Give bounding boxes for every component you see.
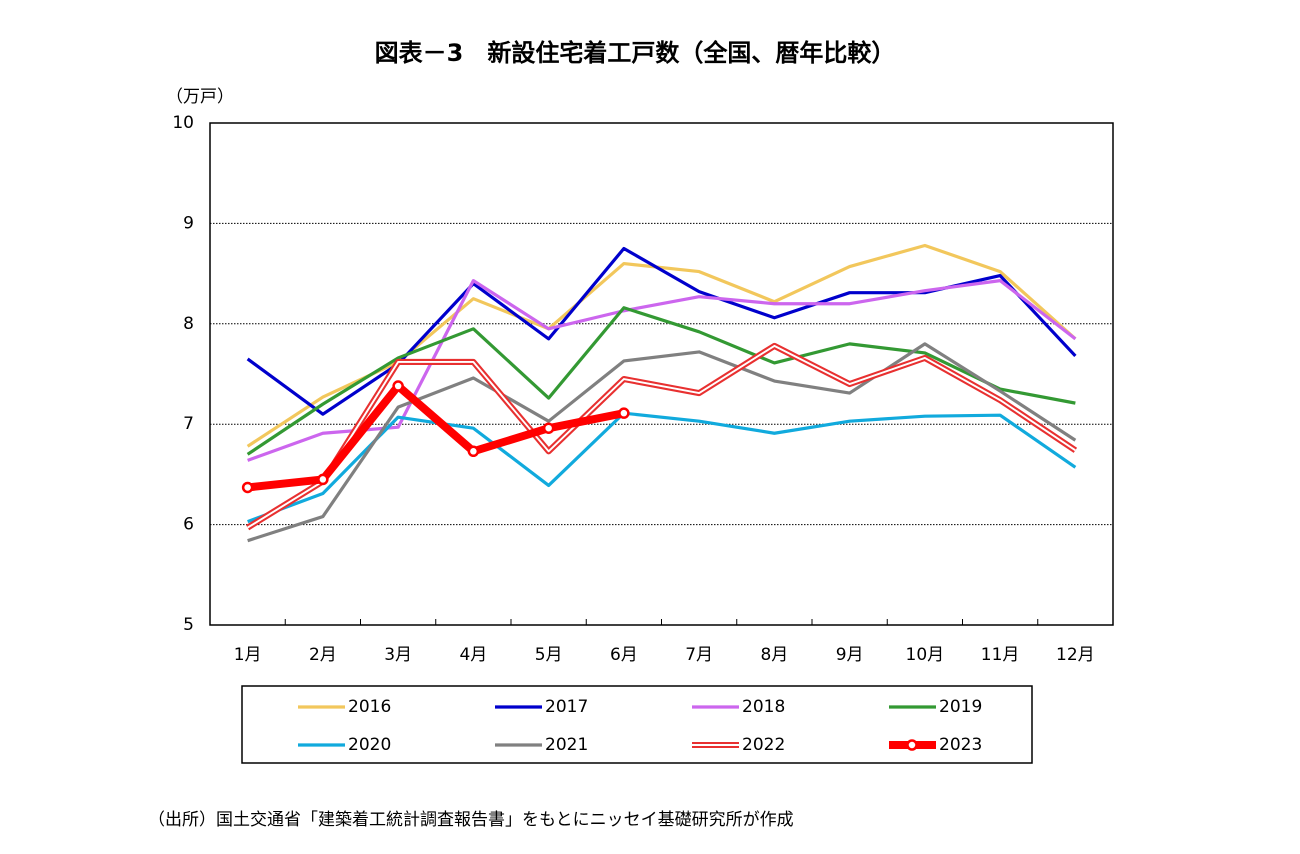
line [246, 243, 1077, 448]
legend-box [241, 685, 1033, 764]
line [247, 342, 1077, 543]
point [392, 380, 404, 392]
y-tick-label: 7 [183, 414, 194, 434]
x-tick-label: 7月 [685, 645, 713, 665]
line [247, 411, 1077, 524]
x-tick-label: 5月 [535, 645, 563, 665]
legend-label: 2023 [939, 735, 982, 755]
point [467, 445, 480, 458]
point [241, 481, 254, 494]
line [246, 306, 1076, 456]
y-tick-label: 9 [183, 213, 194, 233]
legend-label: 2017 [545, 697, 588, 717]
legend-label: 2021 [545, 735, 588, 755]
legend-label: 2022 [742, 735, 785, 755]
legend-label: 2020 [348, 735, 391, 755]
chart-title: 図表－3 新設住宅着工戸数（全国、暦年比較） [375, 39, 896, 67]
x-tick-label: 1月 [234, 645, 262, 665]
plot-frame [209, 122, 1114, 626]
y-tick-label: 10 [172, 113, 194, 133]
y-tick-label: 6 [183, 515, 194, 535]
x-tick-label: 12月 [1056, 645, 1095, 665]
y-axis-label: （万戸） [166, 87, 234, 107]
point [618, 407, 630, 419]
x-tick-label: 2月 [309, 645, 337, 665]
x-tick-label: 8月 [760, 645, 788, 665]
point [542, 422, 555, 434]
legend-label: 2018 [742, 697, 785, 717]
source-note: （出所）国土交通省「建築着工統計調査報告書」をもとにニッセイ基礎研究所が作成 [148, 810, 794, 830]
legend-label: 2016 [348, 697, 391, 717]
x-tick-label: 9月 [836, 645, 864, 665]
x-tick-label: 10月 [906, 645, 945, 665]
y-tick-label: 5 [183, 615, 194, 635]
y-tick-label: 8 [183, 314, 194, 334]
legend-marker [906, 739, 918, 751]
x-tick-label: 6月 [610, 645, 638, 665]
legend-label: 2019 [939, 697, 982, 717]
line [247, 382, 625, 492]
x-tick-label: 3月 [384, 645, 412, 665]
point [317, 473, 329, 486]
line [246, 246, 1077, 416]
x-tick-label: 11月 [981, 645, 1020, 665]
x-tick-label: 4月 [459, 645, 487, 665]
line-inner [247, 344, 1076, 529]
